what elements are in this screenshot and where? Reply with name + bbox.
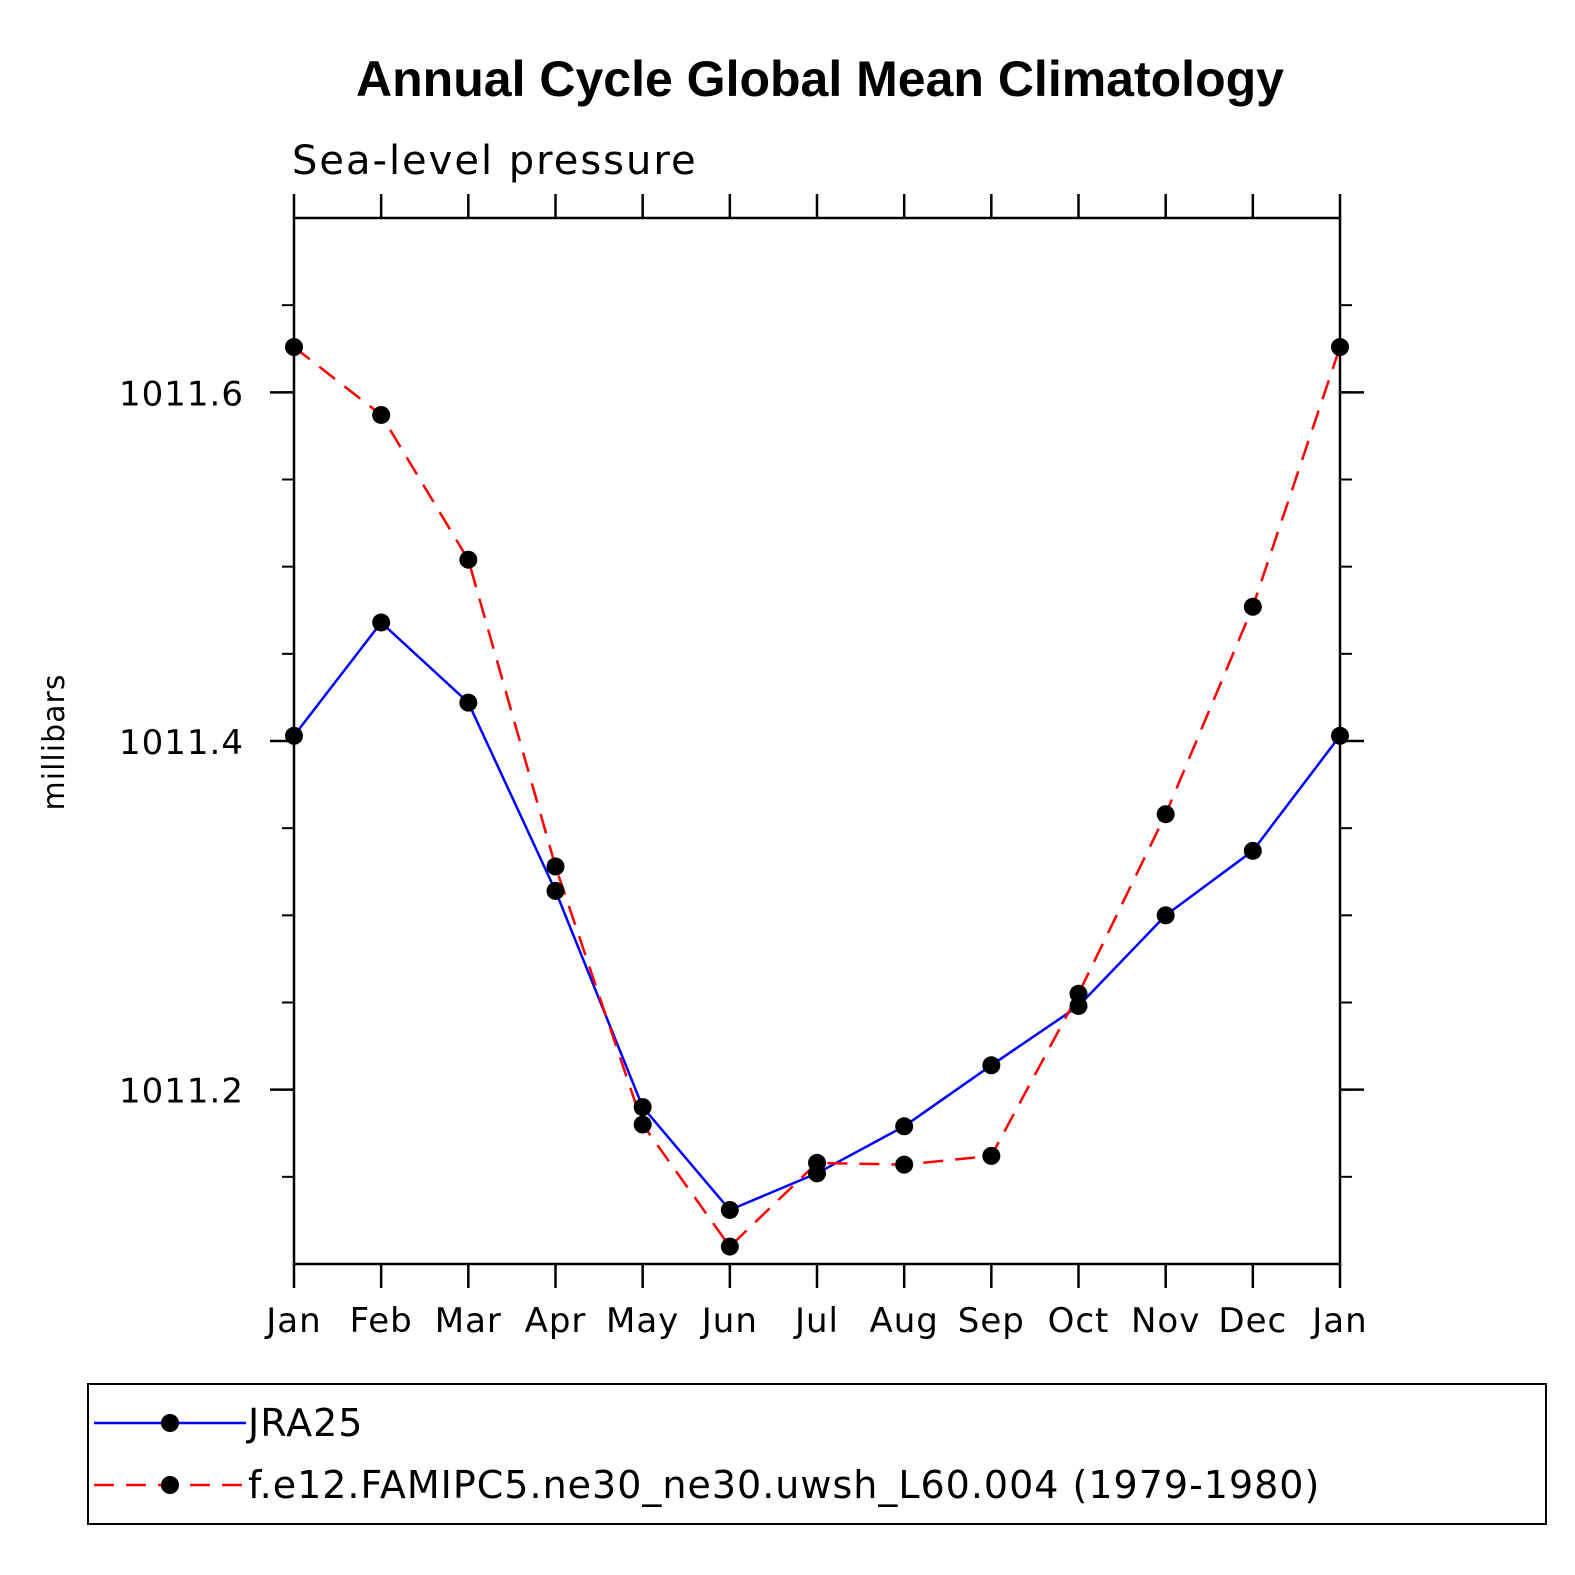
- series-0-point: [633, 1098, 652, 1117]
- y-tick-label: 1011.4: [119, 723, 244, 763]
- x-tick-label: Nov: [1131, 1301, 1200, 1341]
- chart-title: Annual Cycle Global Mean Climatology: [356, 51, 1284, 107]
- series-0-point: [1156, 906, 1175, 925]
- series-0-point: [982, 1056, 1001, 1075]
- series-0-point: [720, 1200, 739, 1219]
- x-tick-label: Feb: [350, 1301, 413, 1341]
- series-1-point: [1331, 338, 1349, 357]
- x-tick-label: Oct: [1048, 1301, 1110, 1341]
- series-1-point: [982, 1146, 1001, 1165]
- series-1-point: [1243, 597, 1262, 616]
- legend-marker-model: [161, 1476, 179, 1494]
- y-tick-label: 1011.2: [119, 1072, 244, 1112]
- series-1-point: [459, 550, 478, 569]
- axes: Jan Feb Mar Apr May Jun Jul Aug Sep Oct Nov Dec Jan 1…: [119, 194, 1367, 1341]
- series-line-1: [293, 346, 1342, 1249]
- legend: JRA25 f.e12.FAMIPC5.ne30_ne30.uwsh_L60.0…: [87, 1383, 1547, 1525]
- series-1-point: [1156, 805, 1175, 824]
- legend-marker-jra25: [161, 1414, 179, 1432]
- x-tick-label: Sep: [958, 1301, 1025, 1341]
- legend-label-model: f.e12.FAMIPC5.ne30_ne30.uwsh_L60.004 (19…: [248, 1463, 1320, 1507]
- series-1-point: [285, 338, 303, 357]
- series-0-point: [372, 613, 391, 632]
- series-0-point: [1243, 841, 1262, 860]
- series-1-point: [372, 405, 391, 424]
- series-0-point: [1331, 726, 1349, 745]
- legend-box: [87, 1383, 1547, 1525]
- x-tick-label: Jul: [793, 1301, 839, 1341]
- series-0-point: [895, 1117, 914, 1136]
- y-axis-label: millibars: [37, 674, 72, 811]
- series-1-point: [808, 1153, 826, 1172]
- x-tick-label: Mar: [435, 1301, 502, 1341]
- legend-label-jra25: JRA25: [246, 1401, 363, 1445]
- series-1-point: [633, 1115, 652, 1134]
- series-1-point: [1069, 984, 1088, 1003]
- x-tick-label: May: [606, 1301, 679, 1341]
- series-0-point: [459, 693, 478, 712]
- series-line-0: [293, 620, 1341, 1212]
- x-tick-label: Dec: [1218, 1301, 1287, 1341]
- x-tick-label: Jan: [264, 1301, 321, 1341]
- chart-subtitle: Sea-level pressure: [292, 138, 698, 184]
- plot-frame: [292, 216, 1342, 1266]
- y-tick-label: 1011.6: [119, 374, 244, 414]
- series-0-point: [285, 726, 303, 745]
- series-0-point: [546, 881, 565, 900]
- x-tick-label: Jan: [1310, 1301, 1367, 1341]
- series-1-point: [895, 1155, 914, 1174]
- series-1-point: [546, 857, 565, 876]
- x-tick-label: Aug: [869, 1301, 938, 1341]
- x-tick-label: Apr: [525, 1301, 587, 1341]
- series-layer: [285, 338, 1349, 1256]
- x-tick-label: Jun: [700, 1301, 758, 1341]
- series-1-point: [720, 1237, 739, 1256]
